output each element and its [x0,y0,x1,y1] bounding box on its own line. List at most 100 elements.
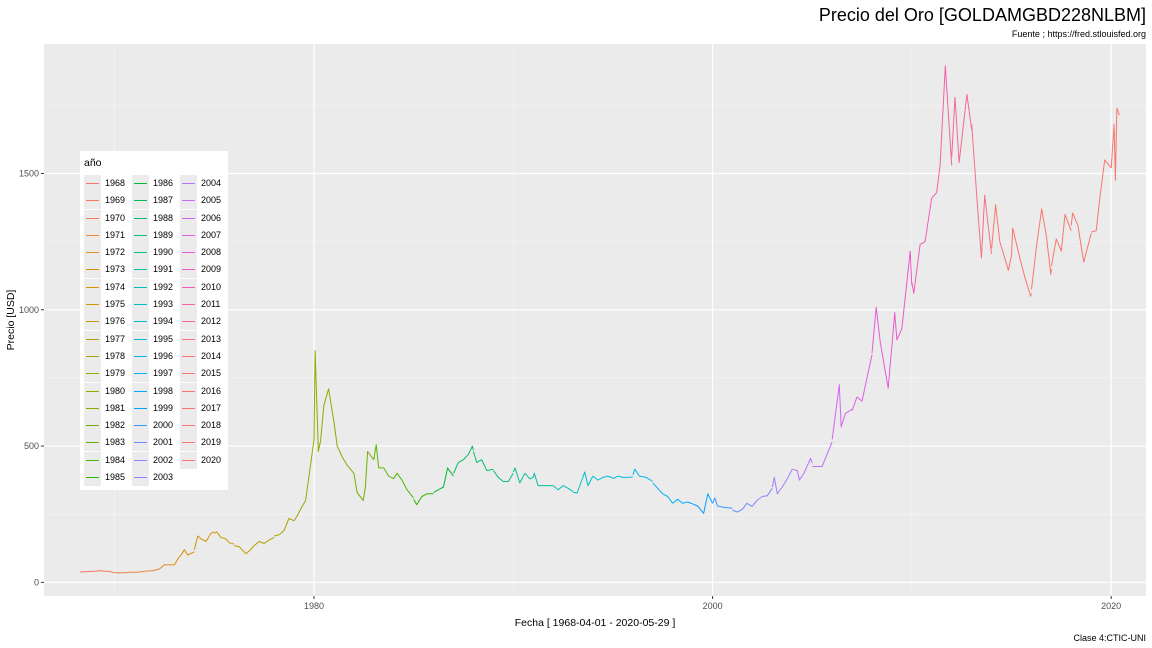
series-line-1985 [413,493,434,506]
series-line-1972 [154,564,175,571]
series-line-1995 [612,475,633,480]
legend-label: 2014 [201,350,222,361]
legend-key-swatch [132,209,149,227]
legend-label: 1971 [105,229,126,240]
series-line-2014 [991,204,1012,271]
legend-key-swatch [132,175,149,192]
legend-key-swatch [84,382,101,400]
legend-column: 1968 1969 1970 1971 1972 1973 1974 1975 1976 1977… [84,175,132,487]
legend-item-1997: 1997 [132,365,180,383]
legend-item-1981: 1981 [84,399,132,417]
chart-subtitle: Fuente ; https://fred.stlouisfed.org [1011,29,1146,39]
legend-key-swatch [132,330,149,348]
legend-label: 1996 [153,350,174,361]
legend-label: 1995 [153,333,174,344]
series-line-2007 [851,354,873,411]
legend-label: 1984 [105,454,126,465]
series-line-2015 [1011,227,1032,297]
legend-key-swatch [132,296,149,314]
legend-label: 1989 [153,229,174,240]
series-line-1983 [373,444,394,480]
legend-item-1978: 1978 [84,347,132,365]
legend-label: 1985 [105,472,126,483]
legend-item-1975: 1975 [84,296,132,314]
series-line-2001 [732,502,753,513]
legend-item-2009: 2009 [180,261,228,279]
legend-key-swatch [180,209,197,227]
series-line-1994 [592,475,614,481]
legend-key-swatch [180,278,197,296]
legend-label: 2018 [201,420,222,431]
legend-key-swatch [84,192,101,210]
series-line-1988 [472,451,494,472]
x-tick-label: 1980 [304,601,324,611]
legend-key-swatch [180,261,197,279]
legend-key-swatch [84,417,101,435]
legend-item-2013: 2013 [180,330,228,348]
legend-item-2018: 2018 [180,417,228,435]
series-line-2020 [1110,107,1120,181]
legend-item-1985: 1985 [84,469,132,487]
legend-item-2005: 2005 [180,192,228,210]
legend-item-2014: 2014 [180,347,228,365]
legend-key-swatch [84,226,101,244]
legend-item-1991: 1991 [132,261,180,279]
legend-column: 1986 1987 1988 1989 1990 1991 1992 1993 1994 1995… [132,175,180,487]
legend-item-2003: 2003 [132,469,180,487]
series-line-2005 [812,441,833,467]
legend-label: 1988 [153,212,174,223]
legend-item-2020: 2020 [180,451,228,469]
legend-key-swatch [84,451,101,469]
legend-key-swatch [132,226,149,244]
series-line-1978 [273,517,295,537]
legend-item-1972: 1972 [84,244,132,262]
legend-item-2012: 2012 [180,313,228,331]
legend-label: 1990 [153,247,174,258]
series-line-1969 [94,570,115,574]
series-line-1971 [134,570,155,573]
legend-key-swatch [84,347,101,365]
series-line-1976 [234,545,255,555]
legend-item-1969: 1969 [84,192,132,210]
chart-title: Precio del Oro [GOLDAMGBD228NLBM] [818,5,1146,25]
series-line-2008 [871,306,893,389]
legend-label: 1993 [153,299,174,310]
legend-label: 1991 [153,264,174,275]
legend-item-1994: 1994 [132,313,180,331]
legend: año 1968 1969 1970 1971 1972 1973 1974 1975 1976… [80,151,228,490]
legend-key-swatch [84,296,101,314]
legend-label: 2006 [201,212,222,223]
legend-label: 2010 [201,281,222,292]
legend-key-swatch [180,226,197,244]
legend-label: 1994 [153,316,174,327]
series-line-2000 [712,497,733,509]
legend-key-swatch [84,244,101,262]
legend-item-2004: 2004 [180,175,228,192]
legend-key-swatch [180,330,197,348]
series-line-1989 [492,470,514,482]
y-axis-label: Precio [USD] [5,290,17,351]
y-tick-label: 1000 [19,305,39,315]
legend-key-swatch [180,175,197,192]
legend-label: 2001 [153,437,174,448]
legend-item-1984: 1984 [84,451,132,469]
series-line-1968 [79,570,95,573]
legend-label: 1979 [105,368,126,379]
legend-item-1995: 1995 [132,330,180,348]
legend-label: 1978 [105,350,126,361]
legend-label: 1975 [105,299,126,310]
series-line-1999 [692,493,713,514]
legend-key-swatch [180,382,197,400]
legend-key-swatch [132,278,149,296]
legend-key-swatch [132,244,149,262]
series-line-1984 [393,472,414,499]
legend-key-swatch [132,313,149,331]
legend-item-1993: 1993 [132,296,180,314]
series-line-1975 [214,531,235,545]
legend-item-1974: 1974 [84,278,132,296]
legend-label: 1980 [105,385,126,396]
legend-item-2015: 2015 [180,365,228,383]
legend-column: 2004 2005 2006 2007 2008 2009 2010 2011 2012 2013… [180,175,228,469]
legend-item-1977: 1977 [84,330,132,348]
series-line-1991 [532,472,554,487]
